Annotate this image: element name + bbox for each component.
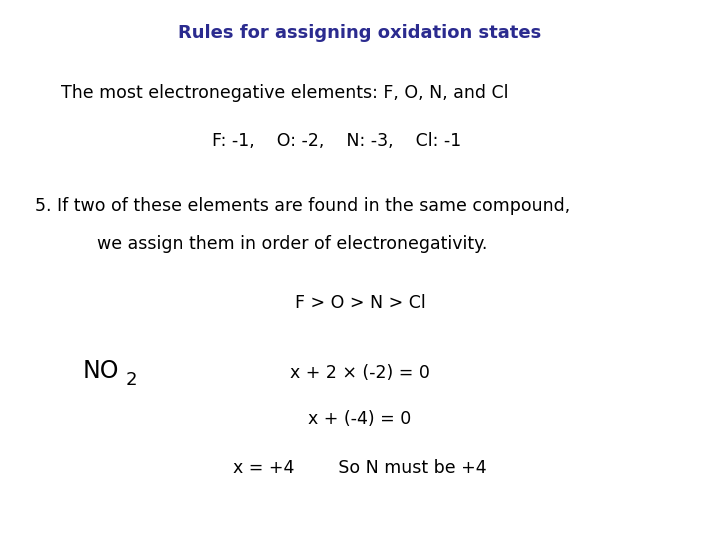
Text: F > O > N > Cl: F > O > N > Cl [294,294,426,312]
Text: we assign them in order of electronegativity.: we assign them in order of electronegati… [97,235,487,253]
Text: 2: 2 [126,371,138,389]
Text: The most electronegative elements: F, O, N, and Cl: The most electronegative elements: F, O,… [61,84,509,102]
Text: x + (-4) = 0: x + (-4) = 0 [308,410,412,428]
Text: x + 2 × (-2) = 0: x + 2 × (-2) = 0 [290,364,430,382]
Text: 5. If two of these elements are found in the same compound,: 5. If two of these elements are found in… [35,197,570,215]
Text: x = +4        So N must be +4: x = +4 So N must be +4 [233,459,487,477]
Text: F: -1,    O: -2,    N: -3,    Cl: -1: F: -1, O: -2, N: -3, Cl: -1 [212,132,462,150]
Text: NO: NO [83,359,120,383]
Text: Rules for assigning oxidation states: Rules for assigning oxidation states [179,24,541,42]
